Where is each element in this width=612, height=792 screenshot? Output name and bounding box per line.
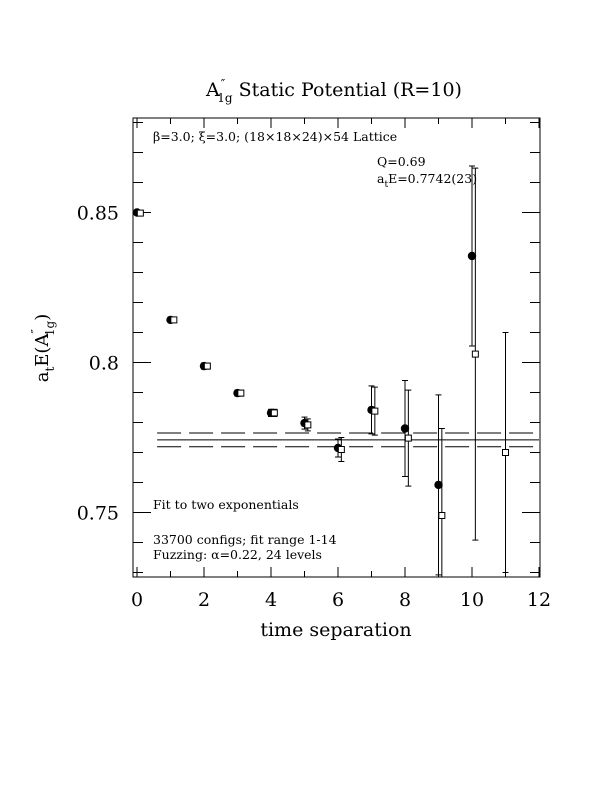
marker-square [337, 446, 345, 453]
marker-square [237, 389, 245, 397]
fit-band [157, 432, 539, 448]
y-axis-label: atE(A″1g) [29, 314, 57, 383]
data-point-circle [467, 165, 477, 347]
fuzzing-annotation: Fuzzing: α=0.22, 24 levels [153, 547, 322, 562]
x-tick-label: 4 [265, 589, 277, 611]
configs-annotation: 33700 configs; fit range 1-14 [153, 532, 337, 547]
data-point-square [203, 362, 211, 370]
marker-square [203, 362, 211, 370]
marker-square [136, 209, 144, 217]
data-point-square [304, 418, 312, 432]
marker-square [471, 350, 479, 358]
data-point-square [136, 209, 144, 217]
marker-circle [400, 424, 410, 433]
data-point-circle [434, 394, 443, 576]
x-tick-label: 2 [198, 589, 210, 611]
data-point-square [170, 316, 178, 324]
q-annotation: Q=0.69 [377, 154, 426, 169]
data-point-square [471, 167, 479, 541]
data-point-square [237, 389, 245, 397]
data-point-square [404, 389, 412, 487]
y-tick-labels: 0.75 0.8 0.85 [77, 203, 119, 525]
data-point-square [371, 386, 379, 436]
marker-square [502, 449, 509, 456]
data-point-square [438, 428, 446, 577]
x-tick-labels: 0 2 4 6 8 10 12 [131, 589, 551, 611]
lattice-annotation: β=3.0; ξ=3.0; (18×18×24)×54 Lattice [153, 129, 397, 144]
x-tick-label: 10 [460, 589, 484, 611]
y-tick-label: 0.75 [77, 503, 119, 525]
x-tick-label: 8 [399, 589, 411, 611]
data-point-circle [400, 380, 410, 477]
marker-square [304, 421, 312, 429]
x-tick-label: 12 [527, 589, 551, 611]
data-points [132, 165, 509, 577]
marker-square [371, 407, 379, 415]
data-point-square [337, 437, 345, 462]
y-tick-label: 0.85 [77, 203, 119, 225]
chart-title: A″ 1g Static Potential (R=10) [205, 77, 462, 105]
axis-ticks [133, 118, 540, 577]
marker-circle [467, 251, 477, 261]
marker-square [170, 316, 178, 324]
plot-frame [132, 117, 541, 578]
x-axis-label: time separation [260, 619, 411, 641]
marker-circle [434, 480, 443, 490]
marker-square [438, 512, 446, 519]
x-tick-label: 0 [131, 589, 143, 611]
marker-square [404, 434, 412, 442]
y-tick-label: 0.8 [89, 353, 119, 375]
fit-method-annotation: Fit to two exponentials [153, 497, 299, 512]
data-point-square [270, 408, 278, 417]
x-tick-label: 6 [332, 589, 344, 611]
fit-value-annotation: atE=0.7742(23) [377, 171, 477, 190]
data-point-square [502, 332, 509, 573]
marker-square [270, 409, 278, 417]
